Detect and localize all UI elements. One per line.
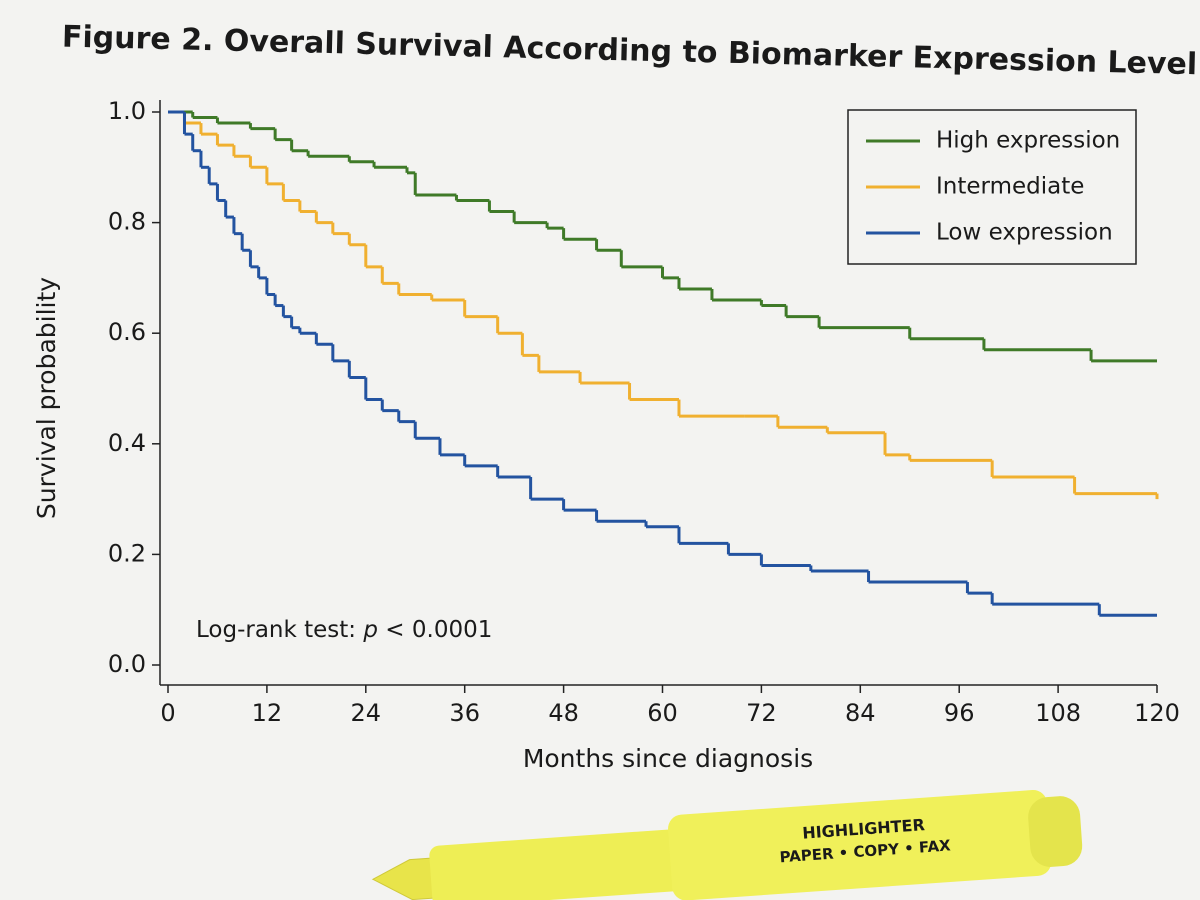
x-tick-label: 48 bbox=[548, 699, 579, 727]
x-tick-label: 60 bbox=[647, 699, 678, 727]
x-tick-label: 12 bbox=[252, 699, 283, 727]
legend-label: Low expression bbox=[936, 220, 1113, 246]
x-tick-label: 24 bbox=[351, 699, 382, 727]
y-tick-label: 0.2 bbox=[108, 539, 146, 567]
survival-curve bbox=[168, 110, 1157, 363]
annotation: Log-rank test: p < 0.0001 bbox=[196, 617, 492, 643]
annotation-text: p bbox=[362, 617, 378, 643]
y-tick-label: 0.4 bbox=[108, 429, 146, 457]
y-tick-label: 0.8 bbox=[108, 208, 146, 236]
x-tick-label: 108 bbox=[1035, 699, 1081, 727]
annotation-text: Log-rank test: bbox=[196, 617, 363, 643]
highlighter: HIGHLIGHTER PAPER • COPY • FAX bbox=[371, 790, 1083, 900]
x-tick-label: 72 bbox=[746, 699, 777, 727]
x-tick-label: 120 bbox=[1134, 699, 1180, 727]
x-tick-label: 0 bbox=[160, 699, 175, 727]
x-axis-label: Months since diagnosis bbox=[523, 744, 813, 773]
annotation-text: < 0.0001 bbox=[378, 617, 492, 643]
survival-curve bbox=[168, 110, 1159, 500]
highlighter-end bbox=[1028, 796, 1083, 867]
y-tick-label: 0.0 bbox=[108, 650, 146, 678]
x-tick-label: 84 bbox=[845, 699, 876, 727]
legend-label: High expression bbox=[936, 128, 1120, 154]
y-axis-label: Survival probability bbox=[32, 277, 61, 519]
y-tick-label: 1.0 bbox=[108, 97, 146, 125]
legend-box bbox=[847, 109, 1137, 265]
legend-label: Intermediate bbox=[936, 174, 1084, 200]
x-tick-label: 96 bbox=[944, 699, 975, 727]
y-tick-label: 0.6 bbox=[108, 318, 146, 346]
x-tick-label: 36 bbox=[449, 699, 480, 727]
survival-curve bbox=[168, 110, 1157, 617]
highlighter-cap bbox=[668, 790, 1052, 900]
highlighter-body bbox=[429, 828, 692, 900]
